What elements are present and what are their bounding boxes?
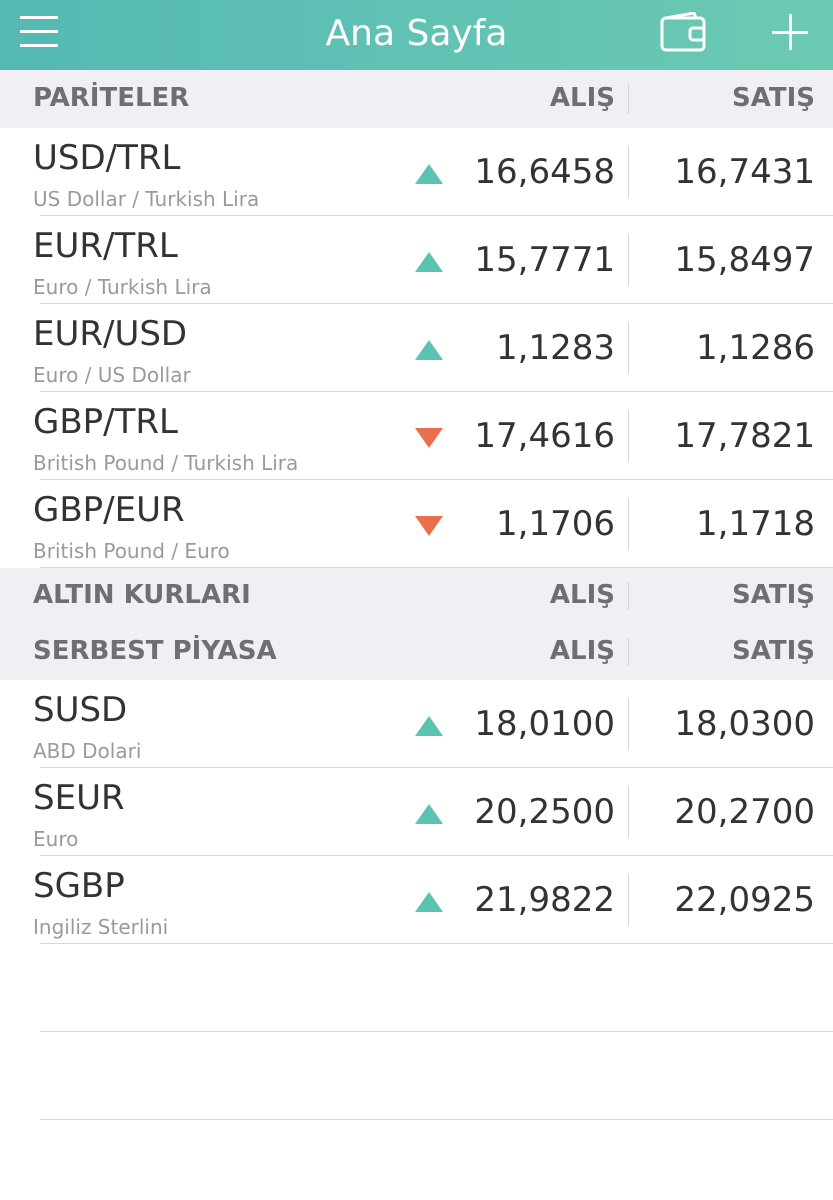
column-divider	[628, 786, 629, 838]
trend-icon	[415, 804, 443, 824]
menu-icon[interactable]	[20, 14, 60, 50]
trend-icon	[415, 252, 443, 272]
add-icon[interactable]	[772, 14, 810, 52]
trend-icon	[415, 716, 443, 736]
trend-icon	[415, 340, 443, 360]
row-separator	[40, 479, 833, 480]
column-divider	[628, 698, 629, 750]
buy-value: 20,2500	[474, 792, 615, 832]
section-title: SERBEST PİYASA	[33, 636, 277, 666]
trend-up	[415, 252, 443, 272]
trend-down	[415, 428, 443, 448]
trend-up	[415, 340, 443, 360]
row-separator	[40, 1119, 833, 1120]
section-header	[0, 568, 833, 624]
sell-value: 1,1718	[696, 504, 815, 544]
section-title: ALTIN KURLARI	[33, 580, 251, 610]
sell-header: SATIŞ	[732, 83, 815, 113]
column-divider	[628, 498, 629, 550]
currency-name: British Pound / Euro	[33, 539, 230, 563]
buy-header: ALIŞ	[549, 580, 615, 610]
app-bar: Ana Sayfa	[0, 0, 833, 70]
currency-name: ABD Dolari	[33, 739, 142, 763]
sell-value: 17,7821	[674, 416, 815, 456]
section-header	[0, 70, 833, 128]
column-divider	[628, 84, 629, 114]
currency-code: SUSD	[33, 690, 128, 730]
currency-name: Euro / Turkish Lira	[33, 275, 212, 299]
sell-value: 18,0300	[674, 704, 815, 744]
currency-code: EUR/TRL	[33, 226, 178, 266]
sell-value: 15,8497	[674, 240, 815, 280]
buy-value: 15,7771	[474, 240, 615, 280]
trend-icon	[415, 428, 443, 448]
sell-value: 20,2700	[674, 792, 815, 832]
trend-up	[415, 804, 443, 824]
column-divider	[628, 638, 629, 666]
sell-value: 1,1286	[696, 328, 815, 368]
row-separator	[40, 943, 833, 944]
section-title: PARİTELER	[33, 83, 190, 113]
section-header	[0, 624, 833, 680]
column-divider	[628, 146, 629, 198]
trend-up	[415, 164, 443, 184]
currency-name: Ingiliz Sterlini	[33, 915, 169, 939]
trend-up	[415, 892, 443, 912]
currency-name: Euro	[33, 827, 79, 851]
buy-header: ALIŞ	[549, 83, 615, 113]
sell-value: 16,7431	[674, 152, 815, 192]
currency-code: SGBP	[33, 866, 125, 906]
wallet-icon[interactable]	[660, 12, 708, 52]
row-separator	[40, 1031, 833, 1032]
column-divider	[628, 234, 629, 286]
currency-name: US Dollar / Turkish Lira	[33, 187, 260, 211]
currency-code: EUR/USD	[33, 314, 188, 354]
buy-value: 21,9822	[474, 880, 615, 920]
currency-code: GBP/EUR	[33, 490, 185, 530]
sell-header: SATIŞ	[732, 580, 815, 610]
currency-code: SEUR	[33, 778, 125, 818]
column-divider	[628, 410, 629, 462]
column-divider	[628, 874, 629, 926]
buy-header: ALIŞ	[549, 636, 615, 666]
row-separator	[40, 303, 833, 304]
trend-icon	[415, 164, 443, 184]
currency-code: USD/TRL	[33, 138, 181, 178]
buy-value: 16,6458	[474, 152, 615, 192]
trend-down	[415, 516, 443, 536]
currency-code: GBP/TRL	[33, 402, 178, 442]
row-separator	[40, 855, 833, 856]
buy-value: 1,1283	[496, 328, 615, 368]
buy-value: 17,4616	[474, 416, 615, 456]
column-divider	[628, 322, 629, 374]
trend-icon	[415, 516, 443, 536]
sell-header: SATIŞ	[732, 636, 815, 666]
buy-value: 1,1706	[496, 504, 615, 544]
row-separator	[40, 215, 833, 216]
row-separator	[40, 391, 833, 392]
trend-icon	[415, 892, 443, 912]
buy-value: 18,0100	[474, 704, 615, 744]
trend-up	[415, 716, 443, 736]
currency-name: Euro / US Dollar	[33, 363, 191, 387]
row-separator	[40, 567, 833, 568]
sell-value: 22,0925	[674, 880, 815, 920]
row-separator	[40, 767, 833, 768]
column-divider	[628, 582, 629, 610]
page-title: Ana Sayfa	[325, 13, 508, 54]
currency-name: British Pound / Turkish Lira	[33, 451, 299, 475]
